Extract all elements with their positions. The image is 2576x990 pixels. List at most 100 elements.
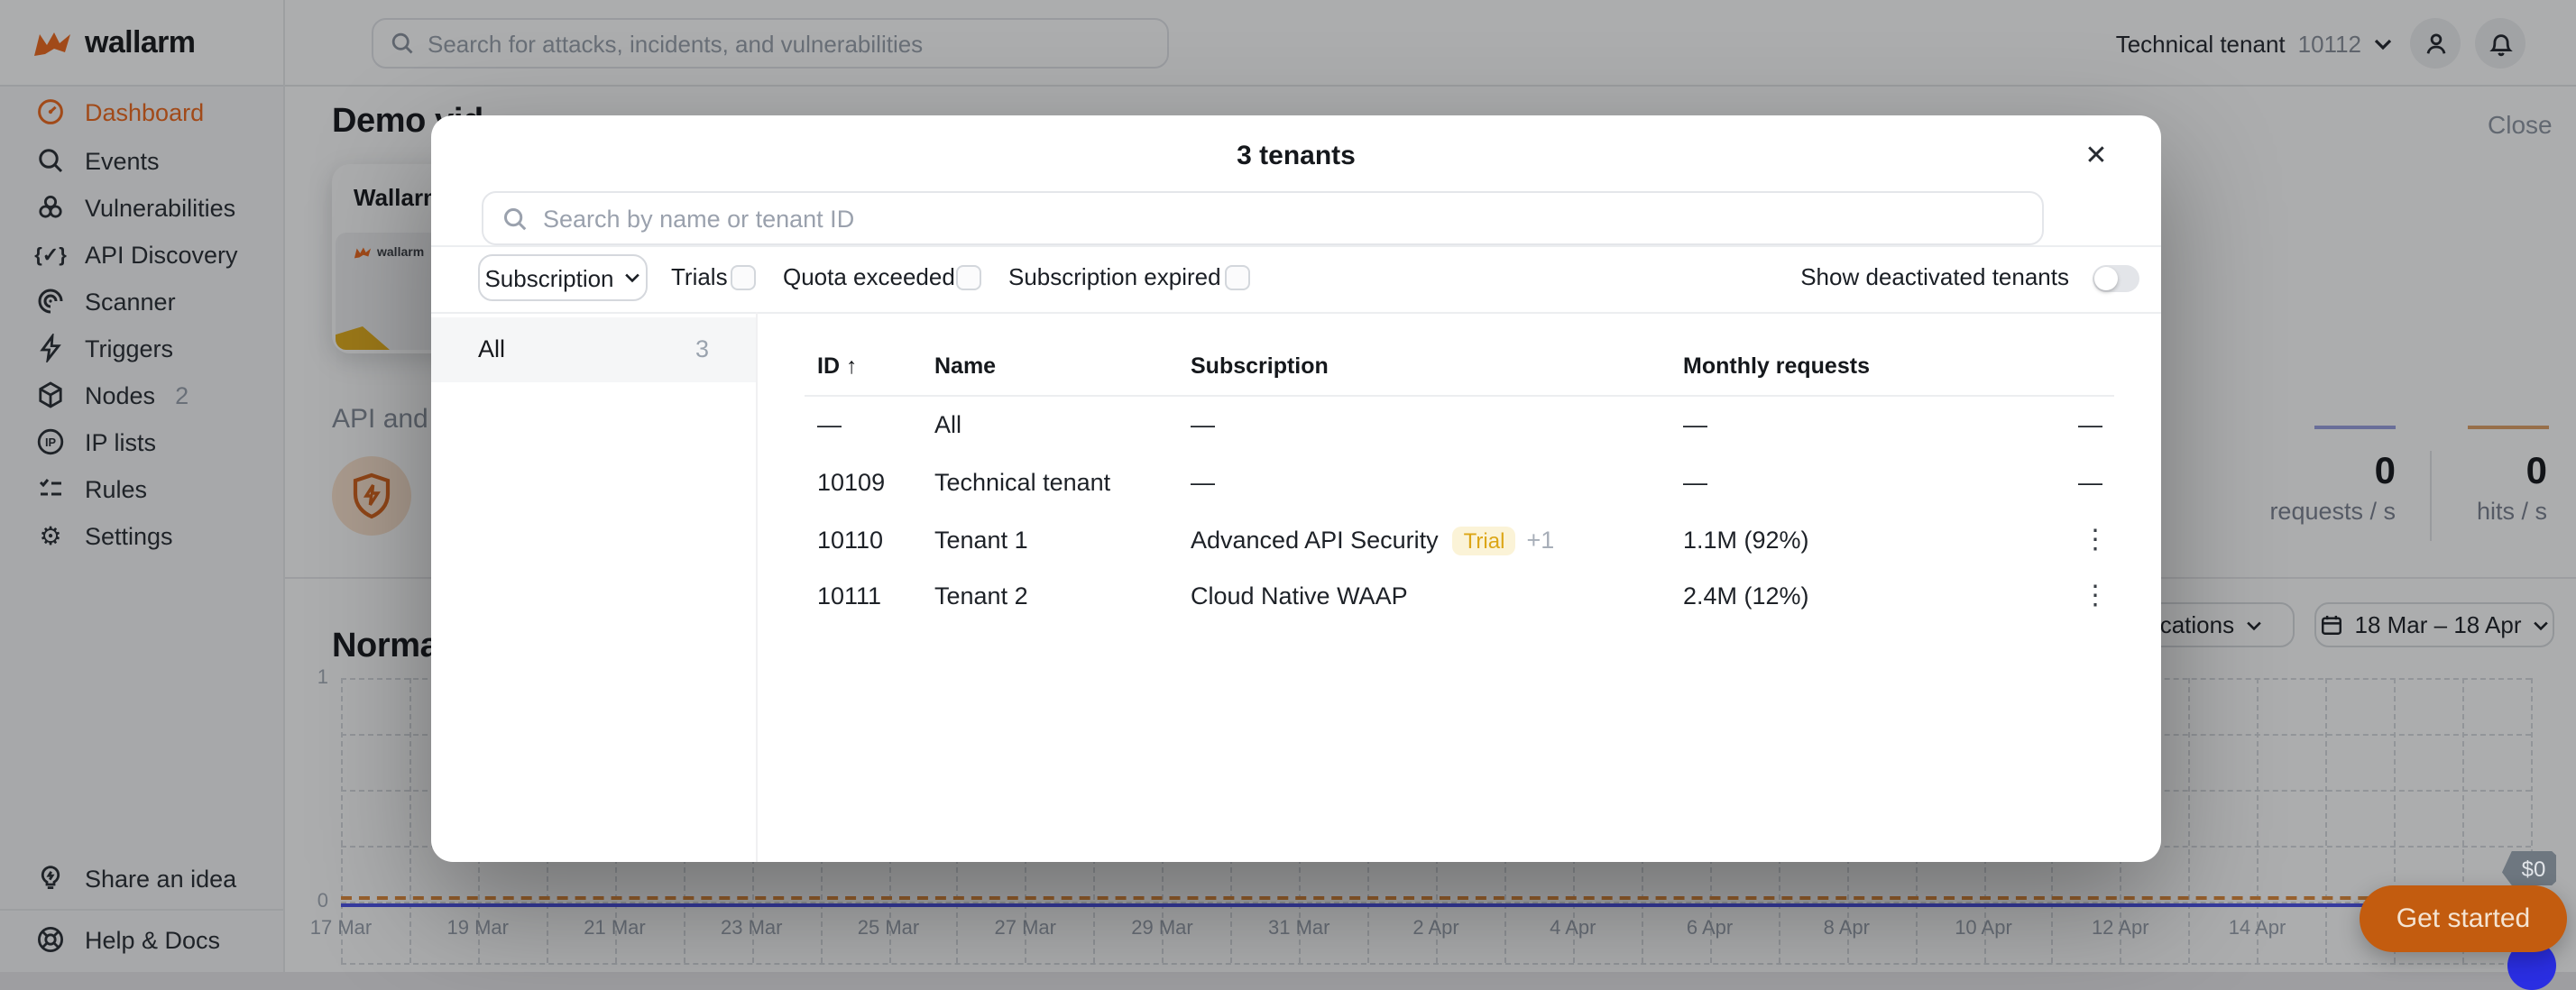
sidebar-item-nodes[interactable]: Nodes 2 [0,371,285,418]
demo-close-button[interactable]: Close [2488,110,2553,139]
date-range-picker[interactable]: 18 Mar – 18 Apr [2314,602,2554,647]
cell-actions: — [2078,411,2102,438]
kebab-menu-icon[interactable]: ⋮ [2082,581,2109,611]
modal-filters: Subscription Trials Quota exceeded Subsc… [431,254,2161,301]
hits-sparkline [2468,426,2549,429]
sidebar-item-label: Dashboard [85,98,205,125]
hits-per-second-label: hits / s [2476,498,2547,525]
tenant-id: 10112 [2297,30,2361,57]
tenant-search[interactable] [482,191,2044,245]
thumbnail-logo-text: wallarm [377,246,425,259]
subscription-filter-select[interactable]: Subscription [478,254,648,301]
sidebar-item-api-discovery[interactable]: {✓} API Discovery [0,231,285,278]
global-search-input[interactable] [428,30,1151,57]
sidebar-item-label: Events [85,147,160,174]
magnifier-icon [36,146,65,175]
tenant-group-label: All [478,335,506,362]
sidebar-item-label: Share an idea [85,865,237,892]
chevron-down-icon [2374,37,2392,50]
chart-section-heading: Norma [332,628,439,665]
trials-checkbox[interactable] [731,265,756,290]
cell-subscription: Advanced API Security Trial +1 [1191,527,1555,555]
sidebar-item-triggers[interactable]: Triggers [0,325,285,371]
sidebar-item-dashboard[interactable]: Dashboard [0,88,285,135]
shield-bolt-icon [353,472,391,519]
requests-per-second-value: 0 [2374,451,2396,492]
wallarm-logo-icon-small [354,247,372,259]
tenant-search-input[interactable] [543,205,2024,232]
cell-subscription: Cloud Native WAAP [1191,582,1408,610]
logo-wordmark: wallarm [85,25,196,60]
cell-id: 10109 [817,469,886,496]
modal-title: 3 tenants [1237,141,1356,171]
notifications-button[interactable] [2475,18,2525,69]
sidebar-item-scanner[interactable]: Scanner [0,278,285,325]
protection-shield-badge [332,456,411,536]
lightbulb-icon [36,864,65,893]
sidebar-item-rules[interactable]: Rules [0,465,285,512]
requests-sparkline [2314,426,2396,429]
sidebar-item-label: API Discovery [85,241,238,268]
subscription-expired-filter-label: Subscription expired [1008,263,1221,290]
sidebar-item-vulnerabilities[interactable]: Vulnerabilities [0,184,285,231]
nodes-count-badge: 2 [175,381,189,408]
trial-badge: Trial [1452,527,1516,555]
close-icon[interactable]: ✕ [2084,141,2108,171]
checklist-icon [36,474,65,503]
cell-subscription: — [1191,469,1215,496]
user-icon [2422,30,2449,57]
sidebar-item-label: Triggers [85,335,174,362]
price-tag-badge: $0 [2502,851,2556,885]
cell-monthly-requests: 1.1M (92%) [1683,527,1809,554]
tenant-name: Technical tenant [2115,30,2286,57]
tenant-switcher[interactable]: Technical tenant 10112 [2116,0,2392,87]
kebab-menu-icon[interactable]: ⋮ [2082,525,2109,555]
subscription-expired-checkbox[interactable] [1225,265,1250,290]
show-deactivated-toggle[interactable] [2093,265,2139,292]
top-bar: wallarm Technical tenant 10112 [0,0,2576,87]
y-axis-tick-max: 1 [317,667,328,689]
column-header-name[interactable]: Name [934,353,997,379]
sidebar-item-events[interactable]: Events [0,137,285,184]
sidebar-footer-divider [0,909,283,911]
hits-series-line [341,896,2531,900]
stats-divider [2430,451,2432,541]
cell-id: 10110 [817,527,884,554]
quota-exceeded-checkbox[interactable] [956,265,981,290]
sidebar-item-help-docs[interactable]: Help & Docs [0,916,285,963]
sidebar-item-ip-lists[interactable]: IP IP lists [0,418,285,465]
calendar-icon [2321,613,2344,637]
get-started-button[interactable]: Get started [2360,885,2567,952]
date-range-label: 18 Mar – 18 Apr [2354,611,2522,638]
tenants-modal: 3 tenants ✕ Subscription Trials Quota ex… [431,115,2161,862]
global-search[interactable] [372,18,1169,69]
column-header-subscription[interactable]: Subscription [1191,353,1329,379]
left-panel-divider [756,312,758,862]
scanner-icon [36,287,65,316]
sidebar-item-label: Help & Docs [85,926,221,953]
cell-subscription: — [1191,411,1215,438]
sidebar-item-share-idea[interactable]: Share an idea [0,855,285,902]
y-axis-tick-min: 0 [317,891,328,912]
tenant-group-count: 3 [695,335,709,362]
tenant-group-all[interactable]: All 3 [431,317,756,382]
sidebar-item-label: Scanner [85,288,176,315]
brush-bottom-gridline [341,963,2531,965]
cell-id: 10111 [817,582,882,610]
cube-icon [36,380,65,409]
column-header-monthly-requests[interactable]: Monthly requests [1683,353,1870,379]
sidebar-item-label: Nodes [85,381,156,408]
sidebar-item-label: Settings [85,522,173,549]
user-button[interactable] [2410,18,2461,69]
biohazard-icon [36,193,65,222]
trials-filter-label: Trials [671,263,728,290]
sidebar-item-settings[interactable]: ⚙ Settings [0,512,285,559]
cell-name: Technical tenant [934,469,1111,496]
sort-asc-icon: ↑ [845,353,858,379]
chevron-down-icon [625,272,641,283]
column-header-id[interactable]: ID ↑ [817,353,858,379]
cell-id: — [817,411,842,438]
chevron-down-icon [2245,619,2261,630]
sidebar-item-label: Rules [85,475,148,502]
